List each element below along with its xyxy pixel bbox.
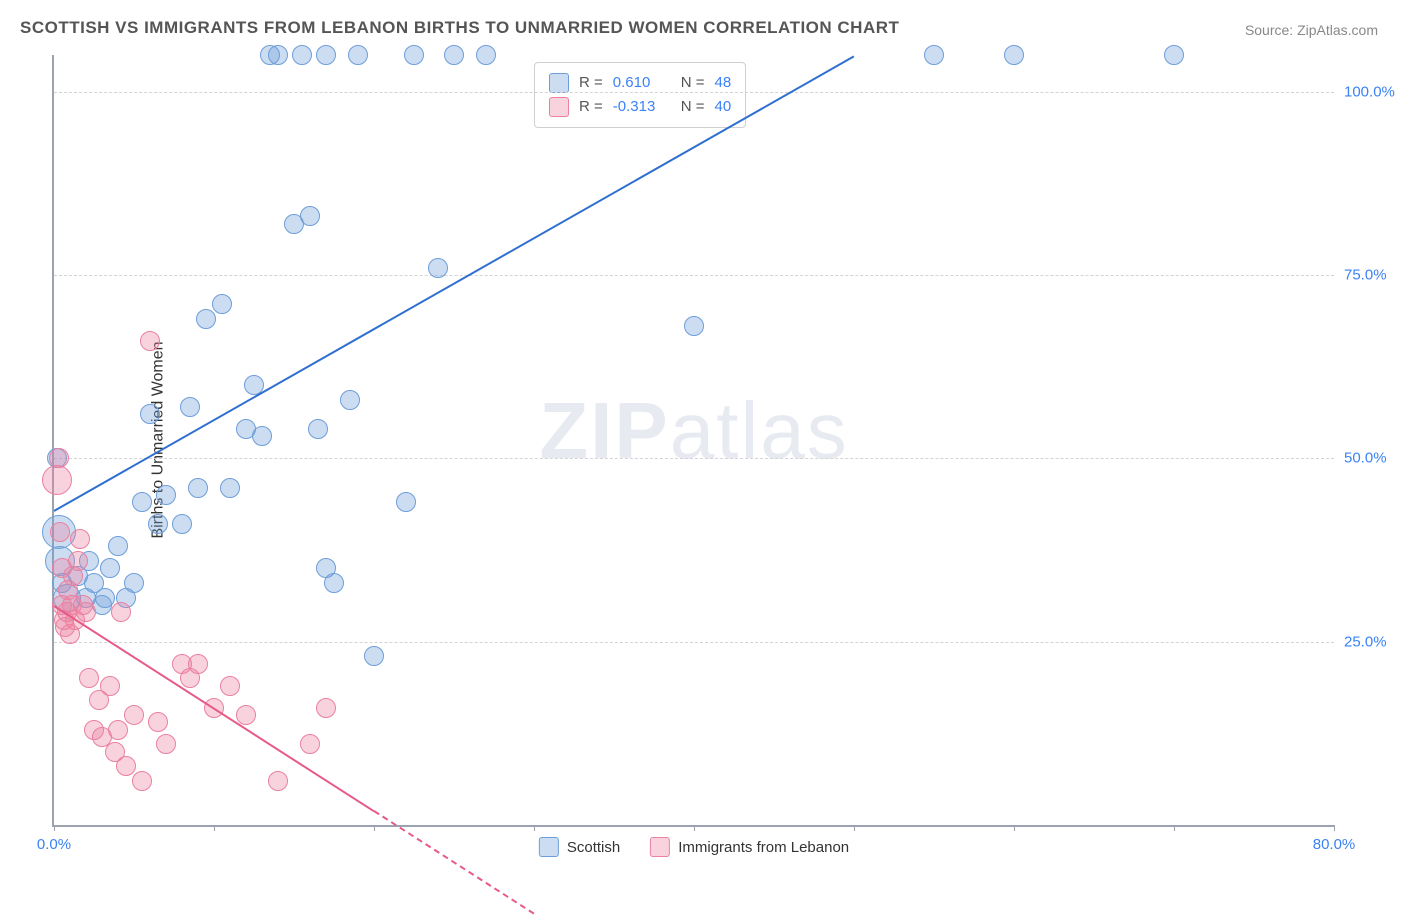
data-point bbox=[268, 771, 288, 791]
data-point bbox=[68, 551, 88, 571]
series-legend: Scottish Immigrants from Lebanon bbox=[539, 837, 849, 857]
x-tick bbox=[694, 825, 695, 831]
gridline-h bbox=[54, 92, 1334, 93]
data-point bbox=[148, 712, 168, 732]
watermark-light: atlas bbox=[670, 386, 849, 475]
data-point bbox=[292, 45, 312, 65]
y-tick-label: 100.0% bbox=[1344, 83, 1404, 100]
data-point bbox=[95, 588, 115, 608]
r-label: R = bbox=[579, 95, 603, 119]
y-tick-label: 75.0% bbox=[1344, 267, 1404, 284]
n-label: N = bbox=[681, 95, 705, 119]
data-point bbox=[156, 734, 176, 754]
data-point bbox=[924, 45, 944, 65]
data-point bbox=[364, 646, 384, 666]
legend-swatch bbox=[549, 97, 569, 117]
n-value: 40 bbox=[715, 95, 732, 119]
data-point bbox=[108, 536, 128, 556]
data-point bbox=[300, 206, 320, 226]
data-point bbox=[111, 602, 131, 622]
data-point bbox=[156, 485, 176, 505]
data-point bbox=[1164, 45, 1184, 65]
data-point bbox=[79, 668, 99, 688]
x-tick-label: 80.0% bbox=[1313, 836, 1356, 853]
x-tick bbox=[1334, 825, 1335, 831]
x-tick bbox=[54, 825, 55, 831]
data-point bbox=[220, 478, 240, 498]
legend-swatch bbox=[539, 837, 559, 857]
data-point bbox=[212, 294, 232, 314]
y-tick-label: 25.0% bbox=[1344, 633, 1404, 650]
legend-item: Scottish bbox=[539, 837, 620, 857]
data-point bbox=[140, 331, 160, 351]
x-tick bbox=[214, 825, 215, 831]
data-point bbox=[50, 522, 70, 542]
data-point bbox=[108, 720, 128, 740]
data-point bbox=[100, 558, 120, 578]
data-point bbox=[316, 45, 336, 65]
data-point bbox=[124, 705, 144, 725]
data-point bbox=[116, 756, 136, 776]
data-point bbox=[252, 426, 272, 446]
scatter-plot: Births to Unmarried Women ZIPatlas R =0.… bbox=[52, 55, 1334, 827]
data-point bbox=[396, 492, 416, 512]
data-point bbox=[340, 390, 360, 410]
data-point bbox=[172, 514, 192, 534]
data-point bbox=[188, 654, 208, 674]
trend-line bbox=[54, 55, 855, 511]
legend-swatch bbox=[549, 73, 569, 93]
legend-item: Immigrants from Lebanon bbox=[650, 837, 849, 857]
correlation-legend: R =0.610N =48R =-0.313N =40 bbox=[534, 62, 746, 128]
data-point bbox=[148, 514, 168, 534]
trend-line-dash bbox=[373, 810, 534, 914]
data-point bbox=[324, 573, 344, 593]
data-point bbox=[348, 45, 368, 65]
x-tick bbox=[1174, 825, 1175, 831]
data-point bbox=[196, 309, 216, 329]
data-point bbox=[49, 448, 69, 468]
data-point bbox=[132, 492, 152, 512]
data-point bbox=[188, 478, 208, 498]
x-tick bbox=[534, 825, 535, 831]
chart-title: SCOTTISH VS IMMIGRANTS FROM LEBANON BIRT… bbox=[20, 18, 899, 38]
gridline-h bbox=[54, 642, 1334, 643]
y-tick-label: 50.0% bbox=[1344, 450, 1404, 467]
x-tick-label: 0.0% bbox=[37, 836, 71, 853]
source-label: Source: ZipAtlas.com bbox=[1245, 22, 1378, 38]
data-point bbox=[124, 573, 144, 593]
data-point bbox=[316, 698, 336, 718]
legend-stat-row: R = -0.313 N = 40 bbox=[549, 95, 731, 119]
r-value: -0.313 bbox=[613, 95, 671, 119]
data-point bbox=[180, 397, 200, 417]
x-tick bbox=[854, 825, 855, 831]
data-point bbox=[428, 258, 448, 278]
data-point bbox=[70, 529, 90, 549]
data-point bbox=[100, 676, 120, 696]
data-point bbox=[140, 404, 160, 424]
data-point bbox=[42, 465, 72, 495]
legend-label: Scottish bbox=[567, 839, 620, 856]
data-point bbox=[76, 602, 96, 622]
y-axis-label: Births to Unmarried Women bbox=[150, 341, 168, 538]
x-tick bbox=[374, 825, 375, 831]
data-point bbox=[444, 45, 464, 65]
data-point bbox=[132, 771, 152, 791]
data-point bbox=[684, 316, 704, 336]
data-point bbox=[308, 419, 328, 439]
gridline-h bbox=[54, 458, 1334, 459]
data-point bbox=[268, 45, 288, 65]
watermark-bold: ZIP bbox=[539, 386, 669, 475]
legend-label: Immigrants from Lebanon bbox=[678, 839, 849, 856]
data-point bbox=[300, 734, 320, 754]
data-point bbox=[236, 705, 256, 725]
x-tick bbox=[1014, 825, 1015, 831]
data-point bbox=[404, 45, 424, 65]
gridline-h bbox=[54, 275, 1334, 276]
watermark: ZIPatlas bbox=[539, 385, 848, 477]
data-point bbox=[1004, 45, 1024, 65]
legend-swatch bbox=[650, 837, 670, 857]
data-point bbox=[220, 676, 240, 696]
data-point bbox=[476, 45, 496, 65]
